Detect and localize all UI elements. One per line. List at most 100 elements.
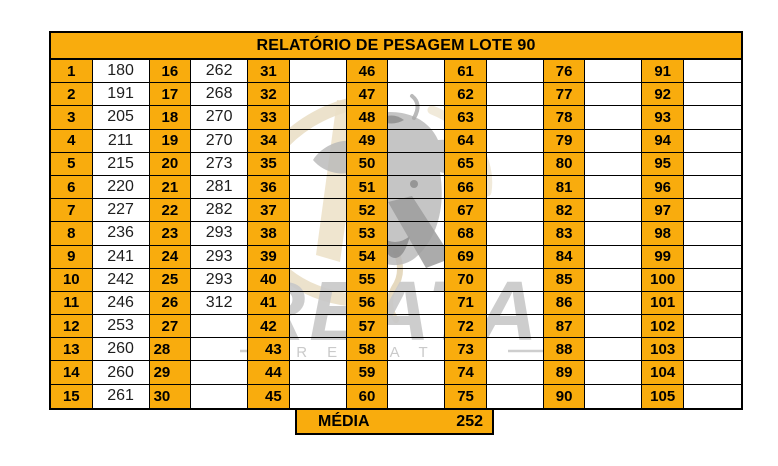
- lot-number-cell: 61: [445, 60, 487, 84]
- lot-number-cell: 37: [248, 199, 290, 223]
- report-title: RELATÓRIO DE PESAGEM LOTE 90: [51, 33, 741, 60]
- lot-number-cell: 63: [445, 106, 487, 130]
- weight-value-cell: [585, 83, 643, 107]
- lot-number-cell: 28: [149, 338, 192, 362]
- weight-value-cell: [388, 315, 446, 339]
- weight-value-cell: [289, 245, 347, 269]
- lot-number-cell: 72: [445, 315, 487, 339]
- weight-value-cell: [191, 315, 249, 339]
- lot-number-cell: 8: [51, 222, 93, 246]
- lot-number-cell: 95: [642, 152, 684, 176]
- lot-number-cell: 23: [149, 222, 192, 246]
- weight-value-cell: [585, 268, 643, 292]
- weight-value-cell: 180: [92, 60, 150, 84]
- weight-value-cell: [289, 152, 347, 176]
- lot-number-cell: 7: [51, 199, 93, 223]
- weight-value-cell: [585, 384, 643, 408]
- weight-value-cell: [683, 361, 741, 385]
- weight-value-cell: [388, 268, 446, 292]
- weight-value-cell: 281: [191, 175, 249, 200]
- lot-number-cell: 58: [346, 338, 389, 362]
- lot-number-cell: 100: [642, 268, 684, 292]
- lot-number-cell: 15: [51, 384, 93, 408]
- weight-value-cell: 236: [92, 222, 150, 246]
- lot-number-cell: 10: [51, 268, 93, 292]
- lot-number-cell: 85: [543, 268, 586, 292]
- weight-value-cell: [684, 385, 741, 408]
- weight-value-cell: [585, 152, 643, 176]
- weight-value-cell: [683, 153, 741, 176]
- weight-value-cell: [585, 245, 643, 269]
- lot-number-cell: 99: [642, 245, 684, 269]
- lot-number-cell: 55: [346, 268, 389, 292]
- lot-number-cell: 86: [543, 291, 586, 316]
- lot-number-cell: 87: [543, 315, 586, 339]
- weight-value-cell: [289, 315, 347, 339]
- weight-value-cell: 270: [191, 129, 249, 153]
- weight-value-cell: [683, 130, 741, 153]
- weight-value-cell: [683, 106, 741, 130]
- lot-number-cell: 22: [149, 199, 192, 223]
- weight-value-cell: [388, 222, 446, 246]
- weight-value-cell: [486, 175, 544, 200]
- weight-value-cell: [289, 338, 347, 362]
- lot-number-cell: 74: [445, 361, 487, 385]
- weight-value-cell: [585, 361, 643, 385]
- weight-value-cell: 191: [92, 83, 150, 107]
- weight-value-cell: [683, 292, 741, 316]
- lot-number-cell: 76: [543, 60, 586, 84]
- weight-value-cell: [289, 361, 347, 385]
- average-label: MÉDIA: [318, 412, 370, 430]
- lot-number-cell: 102: [642, 315, 684, 339]
- weight-value-cell: [388, 361, 446, 385]
- weight-value-cell: [388, 384, 446, 408]
- weight-value-cell: [388, 60, 446, 84]
- lot-number-cell: 13: [51, 338, 93, 362]
- lot-number-cell: 39: [248, 245, 290, 269]
- lot-number-cell: 27: [149, 315, 192, 339]
- weight-value-cell: 261: [93, 384, 150, 408]
- weight-value-cell: 220: [92, 175, 150, 200]
- weight-value-cell: [289, 291, 347, 316]
- lot-number-cell: 32: [248, 83, 290, 107]
- weight-value-cell: [388, 129, 446, 153]
- lot-number-cell: 43: [248, 338, 290, 362]
- lot-number-cell: 84: [543, 245, 586, 269]
- lot-number-cell: 104: [642, 361, 684, 385]
- weight-value-cell: [486, 291, 544, 316]
- lot-number-cell: 62: [445, 83, 487, 107]
- weight-value-cell: [487, 384, 544, 408]
- weight-value-cell: [486, 245, 544, 269]
- weight-value-cell: [191, 361, 249, 385]
- lot-number-cell: 47: [346, 83, 389, 107]
- weight-value-cell: [486, 268, 544, 292]
- lot-number-cell: 71: [445, 291, 487, 316]
- lot-number-cell: 66: [445, 175, 487, 200]
- lot-number-cell: 73: [445, 338, 487, 362]
- weight-value-cell: [388, 175, 446, 200]
- lot-number-cell: 45: [248, 384, 290, 408]
- weight-value-cell: 312: [191, 291, 249, 316]
- weight-value-cell: 282: [191, 199, 249, 223]
- weight-value-cell: [289, 175, 347, 200]
- weight-value-cell: [486, 361, 544, 385]
- lot-number-cell: 44: [248, 361, 290, 385]
- lot-number-cell: 54: [346, 245, 389, 269]
- weight-value-cell: [289, 199, 347, 223]
- weight-value-cell: [683, 315, 741, 339]
- weighing-report-table: RELATÓRIO DE PESAGEM LOTE 90 1 180 16 262 31…: [49, 31, 743, 410]
- weight-value-cell: 242: [92, 268, 150, 292]
- weight-value-cell: 253: [92, 315, 150, 339]
- weight-value-cell: 260: [92, 338, 150, 362]
- weight-value-cell: [289, 222, 347, 246]
- weight-value-cell: [486, 106, 544, 130]
- lot-number-cell: 41: [248, 291, 290, 316]
- weight-value-cell: [388, 338, 446, 362]
- lot-number-cell: 90: [543, 384, 586, 408]
- weight-value-cell: 215: [92, 152, 150, 176]
- lot-number-cell: 101: [642, 291, 684, 316]
- lot-number-cell: 80: [543, 152, 586, 176]
- weight-value-cell: 273: [191, 152, 249, 176]
- lot-number-cell: 30: [149, 384, 192, 408]
- weight-value-cell: 241: [92, 245, 150, 269]
